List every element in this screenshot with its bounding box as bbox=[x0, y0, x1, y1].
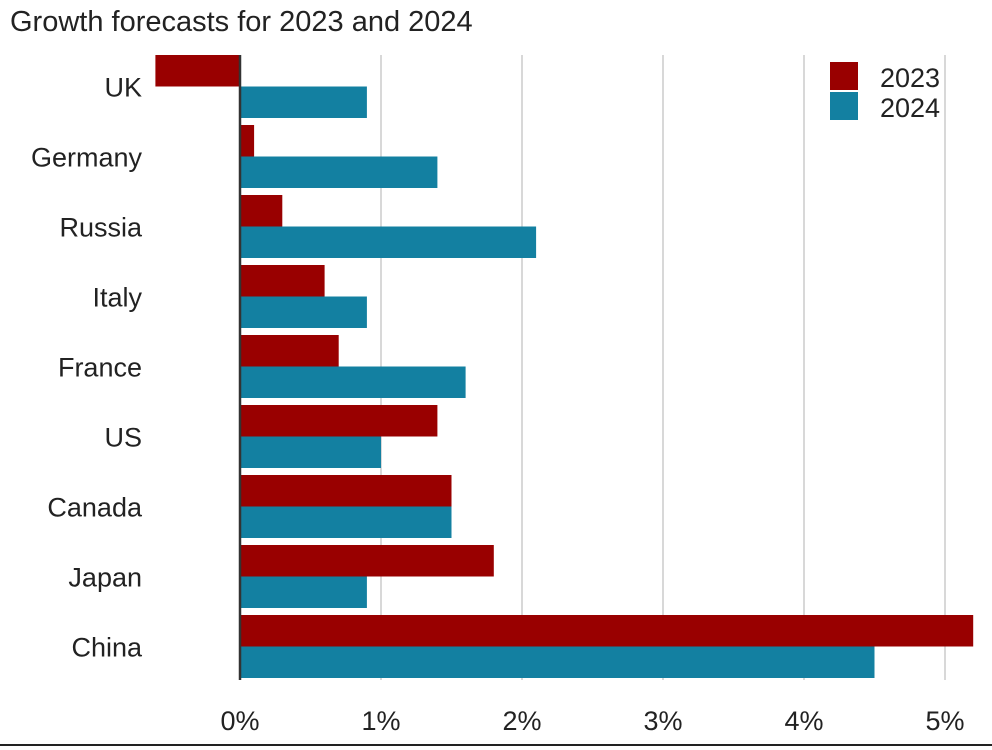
x-tick-label: 0% bbox=[220, 706, 259, 736]
bar-2023-china bbox=[240, 615, 974, 647]
category-label: China bbox=[71, 633, 143, 663]
bar-2024-japan bbox=[240, 576, 367, 608]
bar-2023-germany bbox=[240, 125, 255, 157]
bar-2024-germany bbox=[240, 156, 438, 188]
chart-title: Growth forecasts for 2023 and 2024 bbox=[10, 6, 473, 38]
legend-swatch-2023 bbox=[830, 62, 858, 90]
category-label: UK bbox=[104, 73, 142, 103]
x-tick-label: 2% bbox=[502, 706, 541, 736]
category-label: Canada bbox=[47, 493, 143, 523]
bar-2023-russia bbox=[240, 195, 283, 227]
bar-2023-japan bbox=[240, 545, 494, 577]
bar-2024-france bbox=[240, 366, 466, 398]
bar-2023-italy bbox=[240, 265, 325, 297]
bar-2023-uk bbox=[155, 55, 240, 87]
bar-2023-canada bbox=[240, 475, 452, 507]
category-label: Germany bbox=[31, 143, 143, 173]
bar-2023-us bbox=[240, 405, 438, 437]
bar-2024-russia bbox=[240, 226, 537, 258]
bar-2024-uk bbox=[240, 86, 367, 118]
bar-2024-us bbox=[240, 436, 381, 468]
bar-2023-france bbox=[240, 335, 339, 367]
category-label: US bbox=[104, 423, 142, 453]
x-tick-label: 1% bbox=[361, 706, 400, 736]
x-tick-label: 5% bbox=[925, 706, 964, 736]
legend-label: 2023 bbox=[880, 63, 940, 93]
bar-2024-canada bbox=[240, 506, 452, 538]
legend-label: 2024 bbox=[880, 93, 940, 123]
legend-swatch-2024 bbox=[830, 92, 858, 120]
category-label: France bbox=[58, 353, 142, 383]
category-label: Russia bbox=[59, 213, 143, 243]
category-label: Japan bbox=[68, 563, 142, 593]
bar-2024-italy bbox=[240, 296, 367, 328]
bar-2024-china bbox=[240, 646, 875, 678]
category-label: Italy bbox=[92, 283, 142, 313]
x-tick-label: 4% bbox=[784, 706, 823, 736]
x-tick-label: 3% bbox=[643, 706, 682, 736]
